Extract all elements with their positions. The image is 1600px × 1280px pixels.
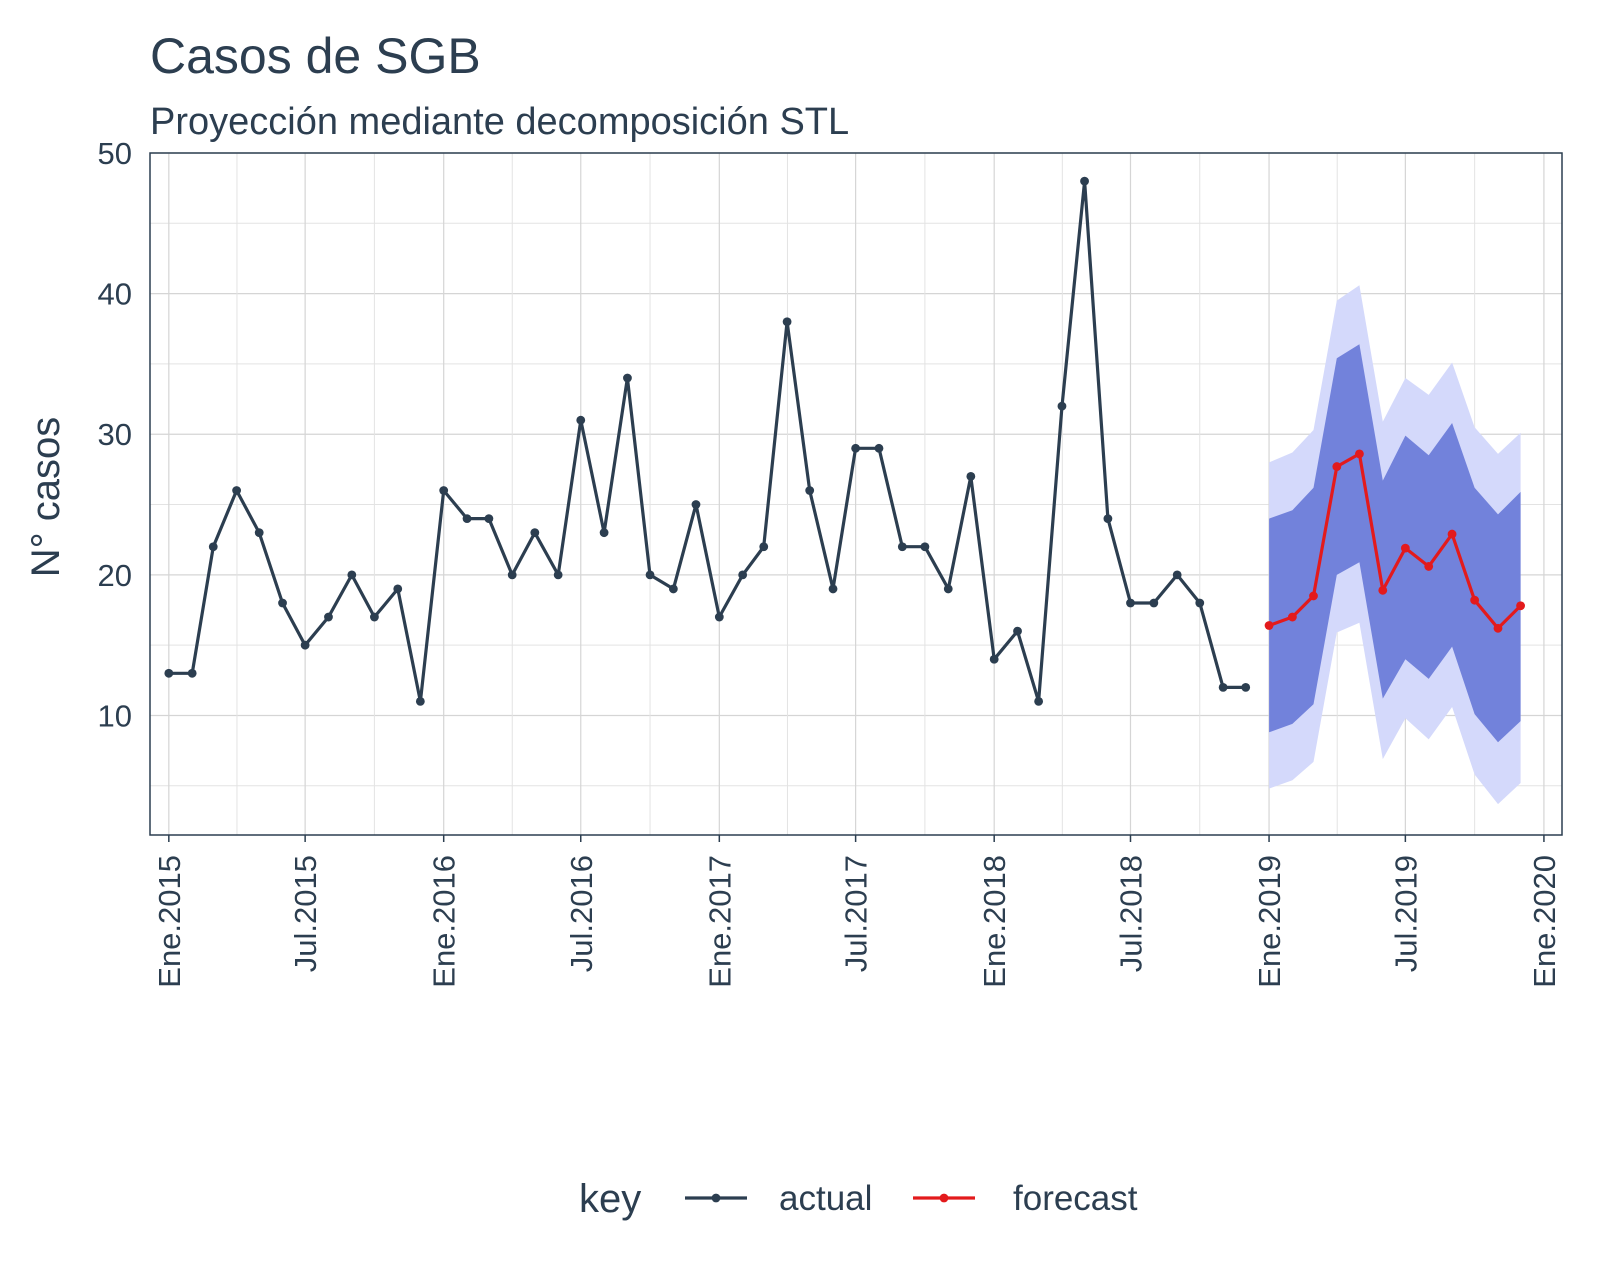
data-point-forecast (1400, 543, 1410, 553)
data-point-actual (989, 654, 999, 664)
legend-item-forecast: forecast (913, 1179, 1138, 1218)
data-point-actual (415, 697, 425, 706)
data-point-actual (576, 415, 586, 425)
data-point-actual (254, 528, 264, 538)
data-point-actual (507, 570, 517, 580)
chart-subtitle: Proyección mediante decomposición STL (150, 101, 849, 143)
legend-item-actual: actual (685, 1179, 872, 1218)
x-tick-label: Jul.2015 (288, 855, 323, 972)
y-tick-label: 40 (98, 277, 132, 312)
data-point-actual (1034, 697, 1044, 706)
x-tick-label: Jul.2019 (1388, 855, 1423, 972)
data-point-actual (300, 640, 310, 650)
grid (150, 152, 1562, 835)
data-point-actual (1126, 598, 1135, 608)
series-layer (164, 176, 1525, 706)
data-point-actual (484, 514, 494, 524)
data-point-actual (691, 500, 701, 509)
forecast-bands (1269, 285, 1521, 805)
chart-title: Casos de SGB (150, 28, 481, 84)
legend-title: key (579, 1177, 641, 1221)
data-point-actual (851, 443, 861, 453)
x-tick-label: Ene.2020 (1527, 855, 1562, 988)
legend-key-point (711, 1193, 721, 1203)
x-tick-label: Ene.2016 (427, 855, 462, 988)
y-tick-label: 30 (98, 417, 132, 452)
data-point-actual (164, 668, 174, 678)
band-80 (1269, 344, 1521, 743)
data-point-actual (1172, 570, 1182, 580)
data-point-forecast (1378, 585, 1388, 595)
data-point-actual (393, 584, 403, 594)
data-point-actual (1218, 682, 1228, 692)
data-point-actual (439, 486, 449, 495)
legend-label: actual (779, 1179, 872, 1218)
data-point-actual (1149, 598, 1159, 608)
series-forecast (1264, 449, 1525, 633)
data-point-actual (1057, 401, 1067, 411)
y-tick-label: 50 (98, 136, 132, 171)
data-point-forecast (1288, 612, 1297, 622)
x-tick-label: Jul.2017 (839, 855, 874, 972)
data-point-actual (714, 612, 724, 622)
data-point-actual (1195, 598, 1205, 608)
data-point-actual (599, 528, 609, 538)
series-line-forecast (1268, 452, 1522, 630)
data-point-actual (1013, 626, 1022, 636)
data-point-actual (530, 528, 540, 538)
data-point-actual (623, 373, 632, 383)
data-point-actual (738, 570, 748, 580)
data-point-actual (324, 612, 333, 622)
data-point-actual (187, 668, 197, 678)
data-point-actual (645, 570, 655, 580)
x-ticks: Ene.2015 Jul.2015 Ene.2016 Jul.2016 Ene.2017… (152, 835, 1562, 988)
data-point-actual (232, 486, 242, 495)
legend: key actual forecast (579, 1177, 1138, 1221)
data-point-actual (553, 570, 563, 580)
y-tick-label: 20 (98, 558, 132, 593)
data-point-forecast (1264, 621, 1274, 630)
data-point-actual (782, 317, 792, 327)
data-point-actual (897, 542, 907, 552)
data-point-forecast (1493, 623, 1503, 633)
data-point-forecast (1332, 462, 1342, 471)
x-tick-label: Jul.2018 (1113, 855, 1148, 972)
x-tick-label: Jul.2016 (564, 855, 599, 972)
x-tick-label: Ene.2017 (702, 855, 737, 988)
y-ticks: 10 20 30 40 50 (98, 136, 132, 733)
x-tick-label: Ene.2015 (152, 855, 187, 988)
data-point-forecast (1447, 529, 1457, 539)
data-point-actual (1241, 682, 1251, 692)
data-point-actual (759, 542, 769, 552)
series-line-actual (168, 179, 1246, 704)
y-axis-label: N° casos (24, 417, 68, 578)
data-point-forecast (1516, 601, 1525, 611)
x-tick-label: Ene.2019 (1252, 855, 1287, 988)
data-point-actual (1080, 176, 1089, 186)
series-actual (164, 176, 1251, 706)
data-point-actual (966, 472, 976, 481)
data-point-forecast (1470, 595, 1480, 605)
data-point-actual (278, 598, 287, 608)
data-point-forecast (1355, 449, 1364, 459)
data-point-actual (370, 612, 379, 622)
data-point-actual (828, 584, 838, 594)
data-point-actual (874, 443, 884, 453)
y-tick-label: 10 (98, 698, 132, 733)
data-point-forecast (1309, 591, 1318, 601)
data-point-actual (462, 514, 472, 524)
data-point-actual (347, 570, 357, 580)
data-point-actual (920, 542, 930, 552)
data-point-actual (943, 584, 953, 594)
data-point-actual (208, 542, 218, 552)
legend-label: forecast (1013, 1179, 1138, 1218)
x-tick-label: Ene.2018 (977, 855, 1012, 988)
legend-key-point (939, 1193, 949, 1203)
data-point-forecast (1424, 562, 1434, 571)
data-point-actual (668, 584, 678, 594)
data-point-actual (1103, 514, 1113, 524)
data-point-actual (805, 486, 815, 495)
